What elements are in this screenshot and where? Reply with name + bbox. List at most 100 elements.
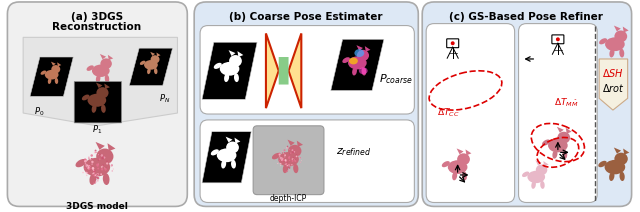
Text: $P_N$: $P_N$ bbox=[159, 92, 170, 105]
Circle shape bbox=[85, 159, 87, 161]
Polygon shape bbox=[150, 52, 155, 56]
Circle shape bbox=[87, 172, 88, 174]
Ellipse shape bbox=[462, 172, 467, 180]
Ellipse shape bbox=[101, 105, 106, 113]
Ellipse shape bbox=[609, 172, 614, 181]
Circle shape bbox=[287, 146, 288, 147]
Circle shape bbox=[284, 154, 286, 156]
Polygon shape bbox=[237, 51, 243, 57]
Polygon shape bbox=[623, 26, 628, 32]
Ellipse shape bbox=[231, 160, 236, 169]
Polygon shape bbox=[23, 37, 177, 126]
Circle shape bbox=[300, 162, 301, 163]
Ellipse shape bbox=[609, 49, 614, 57]
Circle shape bbox=[92, 167, 94, 169]
Circle shape bbox=[285, 159, 287, 161]
Circle shape bbox=[278, 154, 280, 156]
Polygon shape bbox=[297, 141, 303, 147]
Circle shape bbox=[93, 171, 95, 173]
Circle shape bbox=[283, 161, 284, 162]
Circle shape bbox=[86, 165, 88, 167]
Circle shape bbox=[286, 165, 288, 167]
Circle shape bbox=[296, 154, 297, 155]
Circle shape bbox=[102, 157, 104, 159]
Ellipse shape bbox=[88, 94, 106, 107]
Circle shape bbox=[90, 159, 92, 160]
Circle shape bbox=[285, 161, 287, 162]
Circle shape bbox=[285, 161, 287, 163]
Circle shape bbox=[284, 152, 285, 153]
Circle shape bbox=[102, 164, 104, 166]
Circle shape bbox=[84, 160, 86, 163]
Ellipse shape bbox=[605, 160, 625, 174]
FancyBboxPatch shape bbox=[447, 39, 459, 48]
Circle shape bbox=[299, 157, 301, 159]
Circle shape bbox=[90, 154, 93, 157]
Circle shape bbox=[292, 158, 293, 160]
Circle shape bbox=[281, 159, 284, 161]
FancyBboxPatch shape bbox=[552, 35, 564, 44]
Ellipse shape bbox=[527, 171, 545, 183]
Circle shape bbox=[286, 162, 287, 164]
Ellipse shape bbox=[84, 158, 110, 176]
Text: $P_1$: $P_1$ bbox=[92, 124, 102, 136]
Circle shape bbox=[88, 158, 90, 159]
Text: $\Delta rot$: $\Delta rot$ bbox=[602, 82, 624, 95]
Ellipse shape bbox=[614, 153, 628, 165]
Circle shape bbox=[88, 167, 90, 169]
Circle shape bbox=[85, 164, 88, 166]
Polygon shape bbox=[30, 57, 73, 96]
Circle shape bbox=[103, 157, 104, 158]
Ellipse shape bbox=[45, 70, 58, 80]
Circle shape bbox=[92, 173, 93, 174]
Circle shape bbox=[84, 158, 86, 161]
Ellipse shape bbox=[598, 161, 607, 167]
Circle shape bbox=[100, 154, 103, 157]
Polygon shape bbox=[557, 127, 564, 133]
Polygon shape bbox=[543, 161, 548, 166]
Circle shape bbox=[280, 153, 281, 154]
Circle shape bbox=[289, 169, 290, 170]
Ellipse shape bbox=[92, 105, 97, 113]
FancyBboxPatch shape bbox=[426, 24, 515, 202]
Text: depth-ICP: depth-ICP bbox=[270, 194, 307, 203]
Circle shape bbox=[282, 151, 283, 152]
Circle shape bbox=[93, 170, 95, 172]
FancyBboxPatch shape bbox=[194, 2, 419, 206]
Circle shape bbox=[95, 183, 96, 184]
Circle shape bbox=[300, 157, 301, 158]
Circle shape bbox=[289, 156, 290, 157]
Circle shape bbox=[288, 166, 289, 168]
Circle shape bbox=[282, 152, 283, 153]
FancyBboxPatch shape bbox=[422, 2, 632, 206]
Circle shape bbox=[292, 160, 294, 162]
Circle shape bbox=[94, 151, 96, 153]
Ellipse shape bbox=[349, 57, 358, 64]
FancyBboxPatch shape bbox=[8, 2, 188, 206]
Circle shape bbox=[97, 177, 99, 179]
Ellipse shape bbox=[542, 139, 550, 146]
Ellipse shape bbox=[154, 68, 157, 74]
Circle shape bbox=[88, 156, 90, 158]
Circle shape bbox=[102, 165, 104, 167]
Ellipse shape bbox=[352, 67, 357, 75]
Ellipse shape bbox=[557, 132, 570, 144]
Polygon shape bbox=[129, 48, 173, 85]
Circle shape bbox=[104, 168, 107, 171]
Polygon shape bbox=[356, 45, 363, 51]
Ellipse shape bbox=[51, 65, 60, 73]
Circle shape bbox=[111, 170, 113, 172]
Ellipse shape bbox=[522, 172, 529, 177]
Ellipse shape bbox=[100, 58, 112, 69]
Circle shape bbox=[293, 150, 294, 152]
Circle shape bbox=[89, 166, 91, 167]
Circle shape bbox=[93, 174, 96, 177]
Circle shape bbox=[289, 167, 291, 169]
Circle shape bbox=[95, 181, 97, 183]
Circle shape bbox=[97, 173, 99, 176]
Circle shape bbox=[98, 159, 99, 161]
Ellipse shape bbox=[357, 50, 369, 61]
Circle shape bbox=[111, 164, 113, 166]
Ellipse shape bbox=[563, 150, 567, 159]
Ellipse shape bbox=[217, 148, 236, 162]
